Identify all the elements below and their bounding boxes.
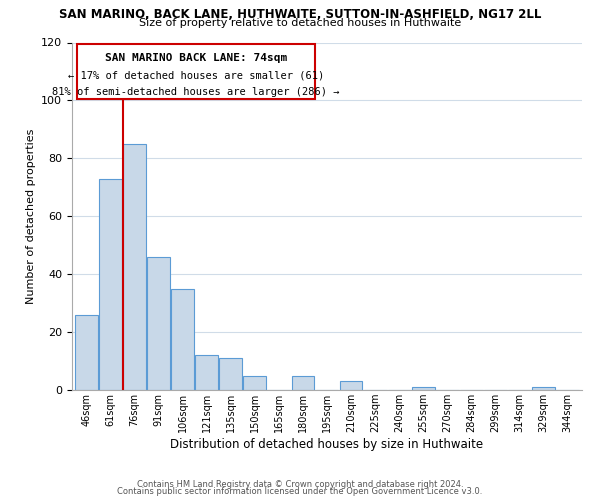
Bar [75, 314, 98, 390]
Bar [340, 382, 362, 390]
Bar [220, 358, 242, 390]
Bar [123, 144, 146, 390]
X-axis label: Distribution of detached houses by size in Huthwaite: Distribution of detached houses by size … [170, 438, 484, 451]
Bar [171, 288, 194, 390]
Bar [99, 178, 122, 390]
Text: Contains HM Land Registry data © Crown copyright and database right 2024.: Contains HM Land Registry data © Crown c… [137, 480, 463, 489]
Bar [195, 355, 218, 390]
Bar [244, 376, 266, 390]
Text: 81% of semi-detached houses are larger (286) →: 81% of semi-detached houses are larger (… [52, 88, 340, 98]
Bar [292, 376, 314, 390]
Bar [147, 257, 170, 390]
Text: Contains public sector information licensed under the Open Government Licence v3: Contains public sector information licen… [118, 487, 482, 496]
Text: SAN MARINO BACK LANE: 74sqm: SAN MARINO BACK LANE: 74sqm [105, 52, 287, 62]
Y-axis label: Number of detached properties: Number of detached properties [26, 128, 35, 304]
Bar [412, 387, 434, 390]
Text: Size of property relative to detached houses in Huthwaite: Size of property relative to detached ho… [139, 18, 461, 28]
Text: ← 17% of detached houses are smaller (61): ← 17% of detached houses are smaller (61… [68, 70, 324, 80]
FancyBboxPatch shape [77, 44, 315, 99]
Text: SAN MARINO, BACK LANE, HUTHWAITE, SUTTON-IN-ASHFIELD, NG17 2LL: SAN MARINO, BACK LANE, HUTHWAITE, SUTTON… [59, 8, 541, 20]
Bar [532, 387, 555, 390]
